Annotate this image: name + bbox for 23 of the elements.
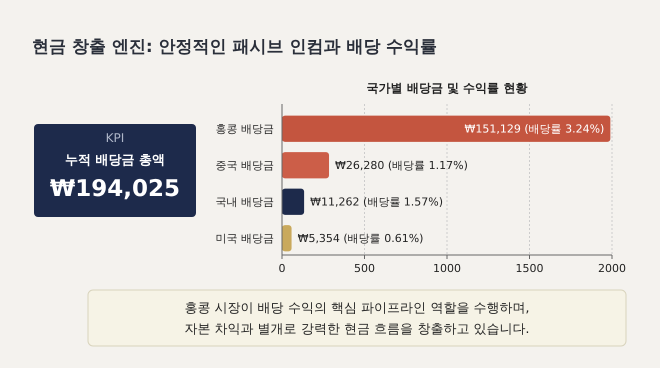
bar [282,188,304,215]
annotation: ₩11,262 (배당률 1.57%) [310,196,443,209]
text: ₩194,025 [50,176,180,202]
chart-title: 현금 창출 엔진: 안정적인 패시브 인컴과 배당 수익률 [32,37,438,57]
annotation: ₩5,354 (배당률 0.61%) [298,232,424,246]
x-tick-label: 1000 [433,262,461,275]
bar [282,116,610,142]
annotation: ₩26,280 (배당률 1.17%) [335,159,468,172]
x-tick-label: 2000 [598,262,626,275]
text: KPI [106,131,124,145]
text: 홍콩 시장이 배당 수익의 핵심 파이프라인 역할을 수행하며, 자본 차익과 별개로 강력한 현금 흐름을 창출하고 있습니다. [184,301,530,337]
chart-subtitle: 국가별 배당금 및 수익률 현황 [366,81,528,95]
y-tick-label: 중국 배당금 [216,159,274,172]
bar [282,225,292,252]
x-tick-label: 1500 [516,262,544,275]
y-tick-label: 홍콩 배당금 [216,122,274,136]
y-tick-label: 국내 배당금 [216,196,274,209]
bar [282,152,330,178]
x-tick-label: 500 [354,262,375,275]
text: 누적 배당금 총액 [64,153,166,168]
y-tick-label: 미국 배당금 [216,232,274,246]
annotation: ₩151,129 (배당률 3.24%) [464,122,604,136]
x-tick-label: 0 [278,262,286,275]
